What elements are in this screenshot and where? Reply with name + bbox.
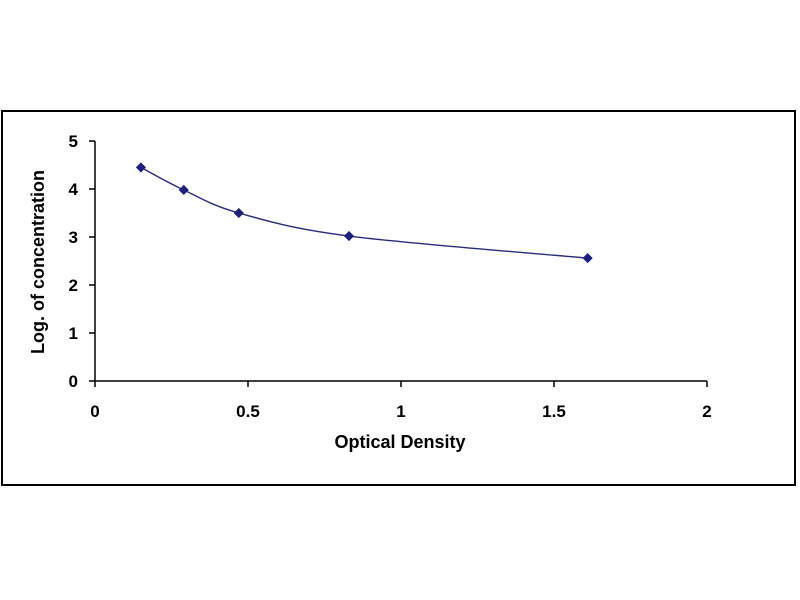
x-tick-label: 0.5 <box>236 402 260 421</box>
x-axis-title: Optical Density <box>334 432 465 452</box>
y-axis-title: Log. of concentration <box>28 170 48 354</box>
series-layer <box>135 162 593 264</box>
data-point-marker <box>233 207 244 219</box>
y-tick-label: 2 <box>69 276 78 295</box>
y-tick-label: 3 <box>69 228 78 247</box>
x-tick-label: 0 <box>90 402 99 421</box>
axes <box>94 141 707 382</box>
x-tick-label: 1 <box>396 402 405 421</box>
y-tick-label: 5 <box>69 132 78 151</box>
y-tick-label: 0 <box>69 372 78 391</box>
data-point-marker <box>135 162 146 173</box>
y-tick-label: 4 <box>69 180 79 199</box>
tick-labels: 0 0.5 1 1.5 2 0 1 2 3 4 5 <box>69 132 712 421</box>
chart-frame <box>1 110 796 486</box>
tick-marks <box>89 140 708 387</box>
y-tick-label: 1 <box>69 324 78 343</box>
data-point-marker <box>343 230 355 242</box>
x-tick-label: 1.5 <box>542 402 566 421</box>
x-tick-label: 2 <box>702 402 711 421</box>
series-line <box>140 166 588 259</box>
data-point-marker <box>178 184 189 196</box>
data-point-marker <box>582 253 593 264</box>
